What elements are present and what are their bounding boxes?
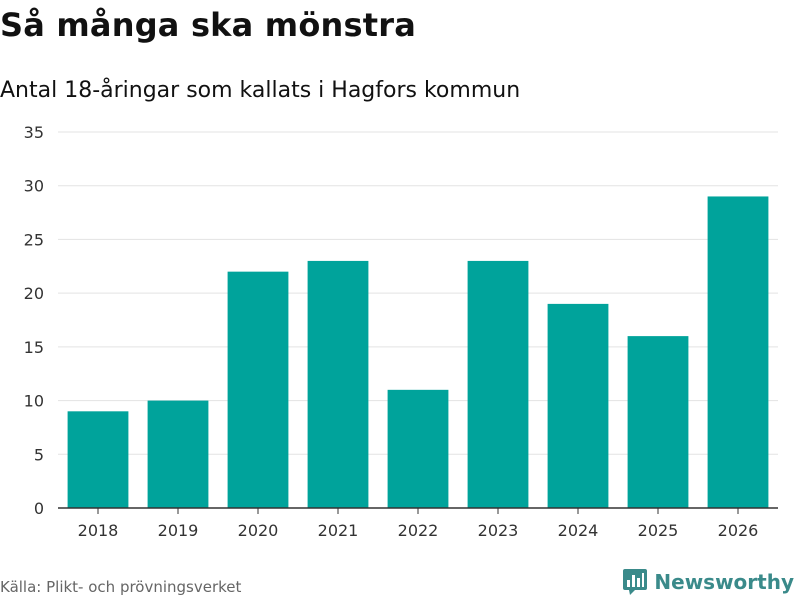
- x-tick-label: 2024: [558, 521, 599, 540]
- y-tick-label: 35: [24, 123, 44, 142]
- bar-2020: [227, 271, 289, 508]
- x-tick-label: 2018: [78, 521, 119, 540]
- bar-2023: [467, 260, 529, 508]
- y-tick-label: 0: [34, 499, 44, 518]
- bar-2024: [547, 303, 609, 508]
- y-tick-label: 10: [24, 392, 44, 411]
- bar-2025: [627, 336, 689, 508]
- x-tick-label: 2020: [238, 521, 279, 540]
- x-tick-label: 2019: [158, 521, 199, 540]
- bar-2022: [387, 389, 449, 508]
- brand: Newsworthy: [622, 568, 794, 596]
- x-tick-label: 2022: [398, 521, 439, 540]
- newsworthy-logo-icon: [623, 569, 648, 595]
- y-tick-label: 20: [24, 284, 44, 303]
- x-tick-label: 2025: [638, 521, 679, 540]
- y-tick-label: 25: [24, 230, 44, 249]
- bar-2021: [307, 260, 369, 508]
- bar-2019: [147, 400, 209, 508]
- chart-subtitle: Antal 18-åringar som kallats i Hagfors k…: [0, 78, 521, 103]
- brand-name: Newsworthy: [654, 570, 794, 594]
- y-tick-label: 30: [24, 177, 44, 196]
- x-tick-label: 2026: [718, 521, 759, 540]
- bar-2026: [707, 196, 769, 508]
- bar-2018: [67, 411, 129, 508]
- source-note: Källa: Plikt- och prövningsverket: [0, 578, 242, 596]
- chart-title: Så många ska mönstra: [0, 6, 417, 44]
- x-tick-label: 2023: [478, 521, 519, 540]
- x-tick-label: 2021: [318, 521, 359, 540]
- y-tick-label: 15: [24, 338, 44, 357]
- y-tick-label: 5: [34, 445, 44, 464]
